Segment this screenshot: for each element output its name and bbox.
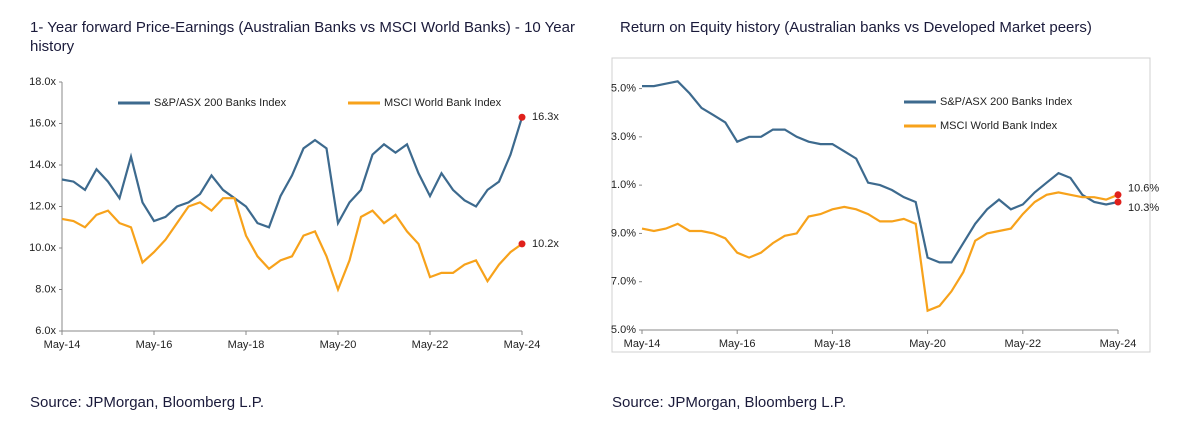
- x-tick-label: May-16: [719, 338, 756, 350]
- end-dot: [1114, 198, 1122, 206]
- y-tick-label: 10.0x: [29, 242, 56, 254]
- end-label: 10.3%: [1128, 202, 1159, 214]
- plot-border: [611, 57, 1151, 353]
- end-dot: [518, 113, 526, 121]
- y-tick-label: 12.0x: [29, 200, 56, 212]
- x-tick-label: May-20: [320, 339, 357, 351]
- x-tick-label: May-16: [136, 339, 173, 351]
- source: Source: JPMorgan, Bloomberg L.P.: [612, 394, 847, 411]
- end-label: 10.6%: [1128, 183, 1159, 195]
- end-label: 16.3x: [532, 111, 559, 123]
- y-tick-label: 16.0x: [29, 117, 56, 129]
- x-tick-label: May-14: [624, 338, 661, 350]
- y-tick-label: 14.0x: [29, 159, 56, 171]
- x-tick-label: May-14: [44, 339, 81, 351]
- x-tick-label: May-18: [814, 338, 851, 350]
- legend-label: MSCI World Bank Index: [384, 97, 502, 109]
- source: Source: JPMorgan, Bloomberg L.P.: [30, 394, 265, 411]
- x-tick-label: May-22: [412, 339, 449, 351]
- series-line: [61, 116, 524, 229]
- x-tick-label: May-20: [909, 338, 946, 350]
- x-tick-label: May-24: [1100, 338, 1137, 350]
- end-dot: [518, 240, 526, 248]
- x-tick-label: May-24: [504, 339, 541, 351]
- x-tick-label: May-22: [1004, 338, 1041, 350]
- legend-label: MSCI World Bank Index: [940, 120, 1058, 132]
- chart-title: Return on Equity history (Australian ban…: [620, 19, 1092, 36]
- y-tick-label: 1.0%: [611, 179, 636, 191]
- y-tick-label: 3.0%: [611, 131, 636, 143]
- legend-label: S&P/ASX 200 Banks Index: [154, 97, 287, 109]
- chart-title: 1- Year forward Price-Earnings (Australi…: [30, 19, 575, 55]
- y-tick-label: 8.0x: [35, 283, 56, 295]
- series-line: [61, 197, 523, 293]
- y-tick-label: 9.0%: [611, 227, 636, 239]
- y-tick-label: 7.0%: [611, 276, 636, 288]
- x-tick-label: May-18: [228, 339, 265, 351]
- series-line: [642, 80, 1119, 264]
- end-dot: [1114, 191, 1122, 199]
- legend-label: S&P/ASX 200 Banks Index: [940, 96, 1073, 108]
- y-tick-label: 18.0x: [29, 76, 56, 88]
- y-tick-label: 5.0%: [611, 324, 636, 336]
- y-tick-label: 6.0x: [35, 325, 56, 337]
- y-tick-label: 5.0%: [611, 82, 636, 94]
- end-label: 10.2x: [532, 238, 559, 250]
- series-line: [641, 191, 1119, 313]
